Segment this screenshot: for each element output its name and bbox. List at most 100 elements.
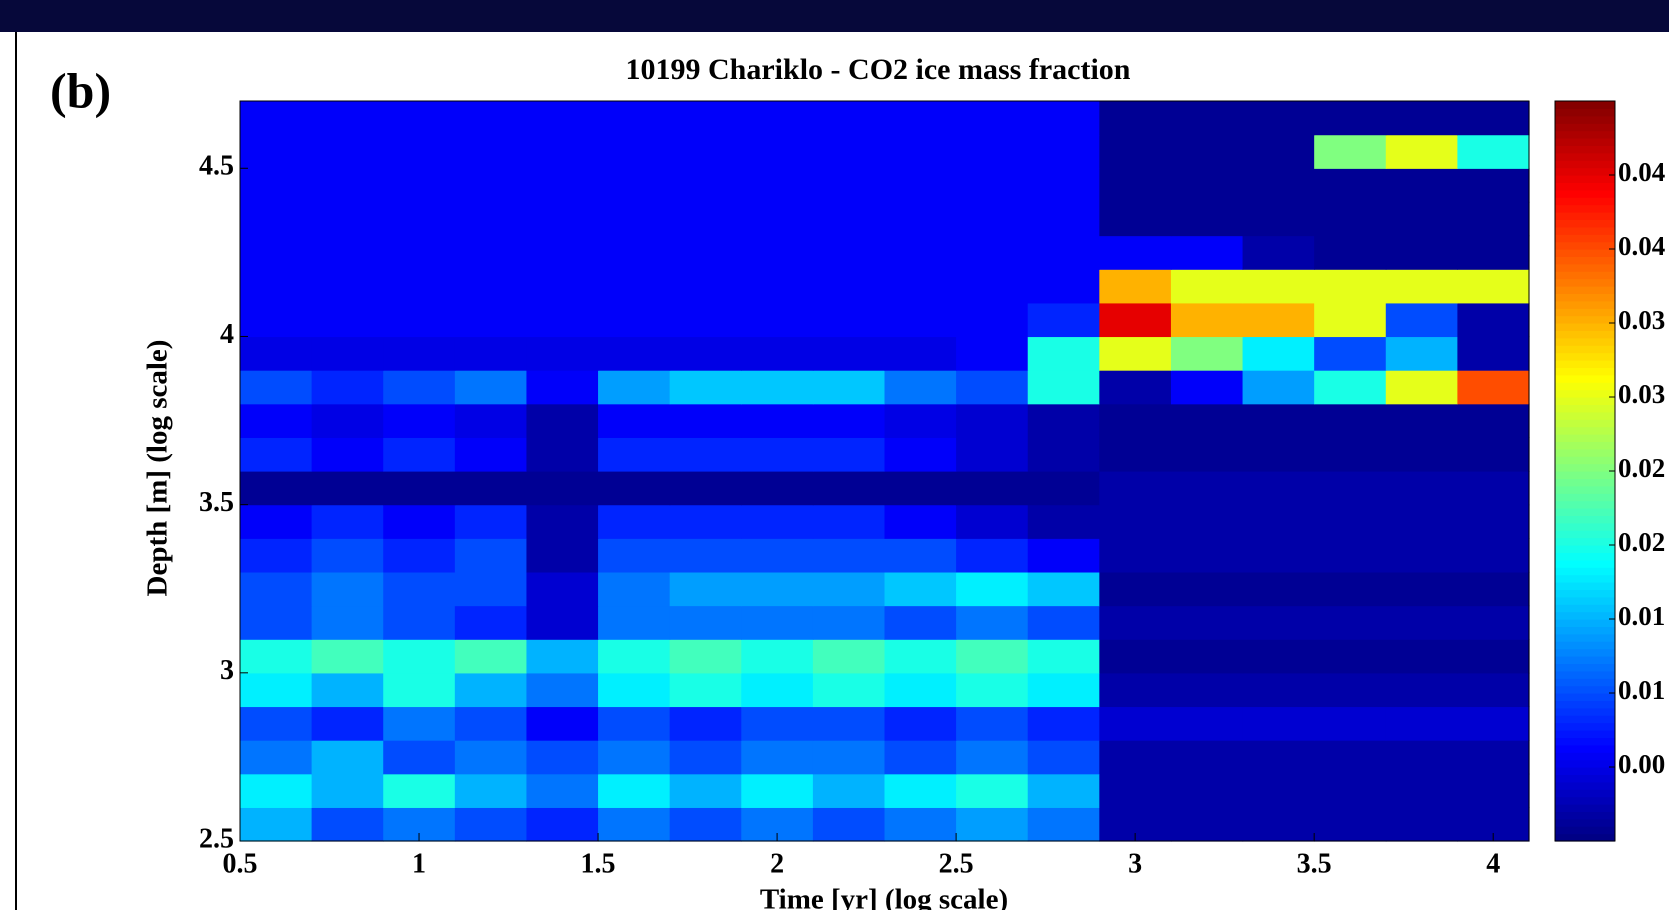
- heatmap-cell: [598, 538, 671, 573]
- colorbar-segment: [1555, 508, 1615, 516]
- heatmap-cell: [1457, 370, 1530, 405]
- colorbar-segment: [1555, 759, 1615, 768]
- heatmap-cell: [311, 201, 384, 237]
- heatmap-cell: [1457, 639, 1530, 674]
- heatmap-cell: [598, 370, 671, 405]
- heatmap-cell: [383, 672, 456, 708]
- heatmap-cell: [1027, 101, 1100, 136]
- colorbar-tick-label: 0.02: [1618, 527, 1665, 557]
- heatmap-cell: [240, 605, 313, 640]
- heatmap-cell: [884, 773, 957, 808]
- colorbar-tick-label: 0.04: [1618, 157, 1665, 187]
- heatmap-cell: [884, 538, 957, 573]
- heatmap-cell: [1385, 639, 1458, 674]
- heatmap-cell: [1242, 336, 1315, 371]
- heatmap-cell: [1385, 235, 1458, 270]
- heatmap-cell: [956, 101, 1029, 136]
- colorbar-segment: [1555, 693, 1615, 701]
- colorbar-segment: [1555, 345, 1615, 354]
- panel-label: (b): [50, 62, 111, 118]
- heatmap-cell: [454, 571, 528, 607]
- heatmap-cell: [1385, 269, 1458, 304]
- heatmap-cell: [1385, 605, 1458, 640]
- colorbar-segment: [1555, 471, 1615, 479]
- heatmap-cell: [383, 336, 456, 371]
- colorbar-segment: [1555, 367, 1615, 376]
- heatmap-cell: [598, 471, 671, 506]
- colorbar-segment: [1555, 722, 1615, 731]
- colorbar-segment: [1555, 493, 1615, 502]
- heatmap-cell: [1170, 134, 1244, 169]
- colorbar-segment: [1555, 752, 1615, 761]
- colorbar-segment: [1555, 545, 1615, 553]
- heatmap-cell: [884, 437, 957, 472]
- colorbar-segment: [1555, 315, 1615, 324]
- heatmap-cell: [1027, 605, 1100, 640]
- heatmap-cell: [956, 807, 1029, 842]
- heatmap-cell: [1170, 336, 1244, 371]
- heatmap-cell: [741, 302, 814, 338]
- heatmap-cell: [1242, 605, 1315, 640]
- heatmap-cell: [956, 134, 1029, 169]
- heatmap-cell: [454, 538, 528, 573]
- heatmap-cell: [1027, 807, 1100, 842]
- heatmap-cell: [598, 336, 671, 371]
- heatmap-cell: [311, 706, 384, 741]
- heatmap-cell: [311, 101, 384, 136]
- heatmap-cell: [526, 504, 599, 539]
- heatmap-cell: [526, 302, 599, 338]
- colorbar-segment: [1555, 411, 1615, 420]
- colorbar-segment: [1555, 323, 1615, 331]
- heatmap-cell: [1099, 168, 1172, 203]
- heatmap-cell: [311, 773, 384, 808]
- heatmap-cell: [812, 302, 886, 338]
- colorbar-segment: [1555, 204, 1615, 213]
- heatmap-cell: [956, 639, 1029, 674]
- colorbar-segment: [1555, 678, 1615, 687]
- heatmap-cell: [1242, 706, 1315, 741]
- colorbar-tick-label: 0.03: [1618, 305, 1665, 335]
- heatmap-cell: [454, 471, 528, 506]
- colorbar-segment: [1555, 138, 1615, 146]
- colorbar-segment: [1555, 663, 1615, 672]
- heatmap-cell: [311, 403, 384, 438]
- heatmap-cell: [1314, 403, 1387, 438]
- heatmap-cell: [1099, 740, 1172, 775]
- heatmap-cell: [884, 504, 957, 539]
- heatmap-cell: [383, 437, 456, 472]
- heatmap-cell: [812, 672, 886, 708]
- colorbar-segment: [1555, 633, 1615, 642]
- heatmap-cell: [240, 235, 313, 270]
- colorbar-segment: [1555, 515, 1615, 524]
- heatmap-cell: [311, 134, 384, 169]
- heatmap-cell: [884, 605, 957, 640]
- heatmap-cell: [1027, 336, 1100, 371]
- colorbar-segment: [1555, 804, 1615, 812]
- heatmap-cell: [1170, 269, 1244, 304]
- heatmap-cell: [1099, 605, 1172, 640]
- heatmap-cell: [669, 605, 742, 640]
- heatmap-cell: [956, 370, 1029, 405]
- heatmap-cell: [1242, 269, 1315, 304]
- colorbar-segment: [1555, 397, 1615, 405]
- heatmap-cell: [454, 235, 528, 270]
- heatmap-cell: [741, 639, 814, 674]
- heatmap-cell: [526, 403, 599, 438]
- heatmap-cell: [812, 235, 886, 270]
- colorbar-segment: [1555, 833, 1615, 842]
- x-tick-label: 2.5: [939, 848, 974, 879]
- heatmap-cell: [1170, 437, 1244, 472]
- heatmap-cell: [383, 201, 456, 237]
- heatmap-cell: [240, 471, 313, 506]
- heatmap-cell: [454, 302, 528, 338]
- heatmap-cell: [1242, 639, 1315, 674]
- heatmap-cell: [1385, 571, 1458, 607]
- colorbar-segment: [1555, 441, 1615, 450]
- heatmap-cell: [598, 437, 671, 472]
- heatmap-cell: [454, 740, 528, 775]
- heatmap-cell: [598, 773, 671, 808]
- heatmap-cell: [1385, 471, 1458, 506]
- heatmap-cell: [1457, 302, 1530, 338]
- heatmap-cell: [526, 168, 599, 203]
- colorbar-segment: [1555, 404, 1615, 413]
